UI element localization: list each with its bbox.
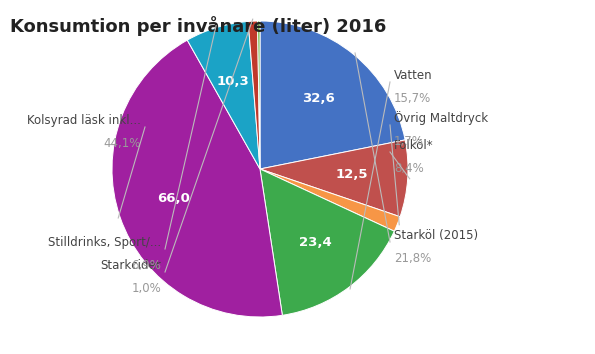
Text: 10,3: 10,3 — [217, 75, 249, 88]
Wedge shape — [258, 21, 260, 169]
Wedge shape — [260, 21, 405, 169]
Text: 21,8%: 21,8% — [394, 252, 431, 265]
Text: 6,9%: 6,9% — [131, 259, 161, 272]
Text: 12,5: 12,5 — [336, 169, 368, 182]
Text: Konsumtion per invånare (liter) 2016: Konsumtion per invånare (liter) 2016 — [10, 16, 386, 36]
Text: Stilldrinks, Sport/...: Stilldrinks, Sport/... — [48, 236, 161, 249]
Text: 1,7%: 1,7% — [394, 135, 424, 148]
Text: Starkcider: Starkcider — [100, 259, 161, 272]
Wedge shape — [248, 21, 260, 169]
Text: 32,6: 32,6 — [302, 92, 334, 104]
Text: 15,7%: 15,7% — [394, 92, 431, 105]
Text: Folköl*: Folköl* — [394, 139, 434, 152]
Text: Övrig Maltdryck: Övrig Maltdryck — [394, 111, 488, 125]
Text: 8,4%: 8,4% — [394, 162, 424, 175]
Wedge shape — [112, 40, 283, 317]
Text: Starköl (2015): Starköl (2015) — [394, 229, 478, 242]
Text: Kolsyrad läsk inkl...: Kolsyrad läsk inkl... — [27, 114, 141, 127]
Text: 66,0: 66,0 — [157, 193, 190, 205]
Wedge shape — [187, 22, 260, 169]
Text: 23,4: 23,4 — [299, 236, 331, 249]
Wedge shape — [260, 140, 408, 217]
Text: Vatten: Vatten — [394, 69, 433, 82]
Wedge shape — [260, 169, 400, 231]
Wedge shape — [260, 169, 394, 315]
Text: 44,1%: 44,1% — [104, 137, 141, 150]
Text: 1,0%: 1,0% — [131, 282, 161, 295]
